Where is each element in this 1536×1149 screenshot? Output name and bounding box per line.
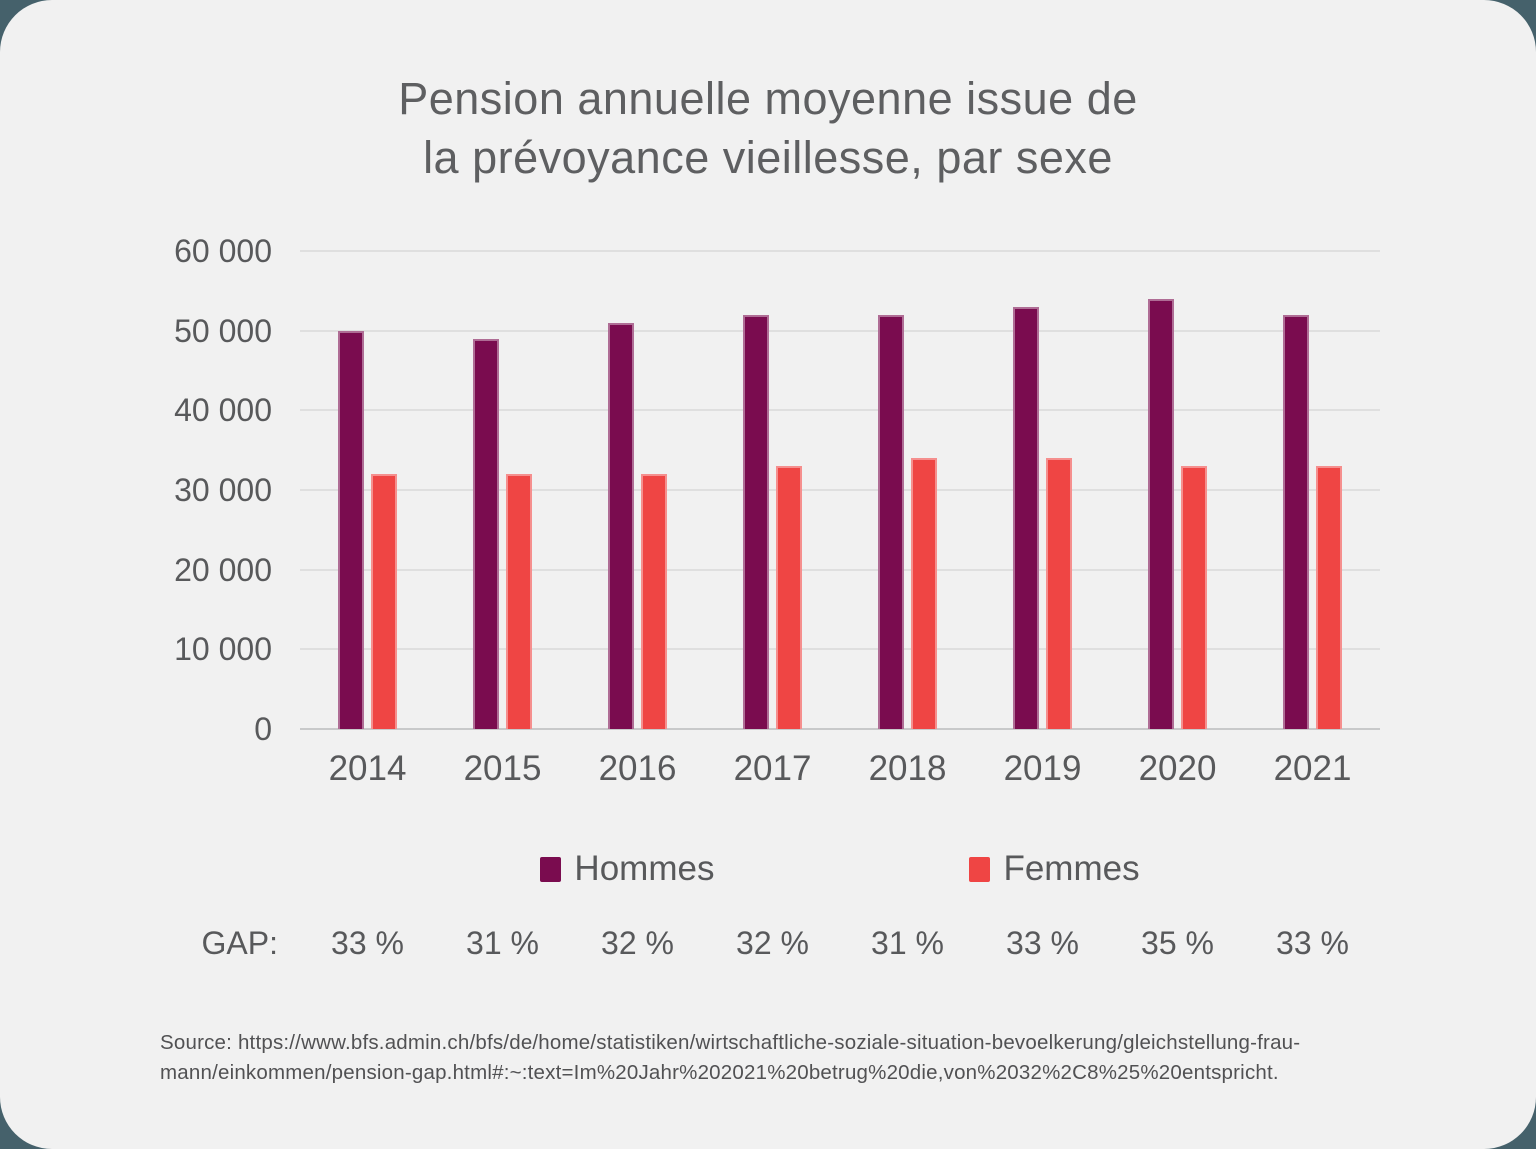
gridline-30000 (300, 489, 1380, 491)
gap-value-2016: 32 % (601, 925, 674, 961)
x-label-2018: 2018 (868, 749, 947, 788)
legend-item-femmes: Femmes (969, 849, 1140, 889)
y-axis-label-30000: 30 000 (174, 472, 272, 508)
x-label-2015: 2015 (463, 749, 542, 788)
y-axis-label-40000: 40 000 (174, 392, 272, 429)
bar-femmes-2019 (1046, 458, 1072, 729)
gridline-0 (300, 728, 1380, 730)
bar-group-2017 (705, 251, 840, 729)
x-label-2019: 2019 (1003, 749, 1082, 788)
chart-title-line-1: Pension annuelle moyenne issue de (398, 73, 1138, 124)
bar-femmes-2021 (1316, 466, 1342, 729)
gap-row-label: GAP: (201, 925, 278, 961)
bar-femmes-2014 (371, 474, 397, 729)
bar-femmes-2018 (911, 458, 937, 729)
gap-value-2020: 35 % (1141, 925, 1214, 961)
gap-value-2014: 33 % (331, 925, 404, 961)
legend-swatch-femmes (969, 856, 991, 882)
bar-hommes-2018 (878, 314, 904, 729)
gap-value-2019: 33 % (1006, 925, 1079, 961)
bar-femmes-2020 (1181, 466, 1207, 729)
bar-group-2016 (570, 251, 705, 729)
y-axis-label-0: 0 (254, 711, 272, 747)
x-axis-labels: 2014 2015 2016 2017 2018 2019 2020 2021 (300, 749, 1380, 789)
source-line-2: mann/einkommen/pension-gap.html#:~:text=… (160, 1060, 1279, 1084)
legend: Hommes Femmes (300, 849, 1380, 889)
bar-hommes-2021 (1283, 314, 1309, 729)
bar-group-2014 (300, 251, 435, 729)
chart-title-line-2: la prévoyance vieillesse, par sexe (423, 131, 1113, 183)
x-label-2020: 2020 (1138, 749, 1217, 788)
legend-item-hommes: Hommes (540, 849, 714, 889)
bar-hommes-2020 (1148, 298, 1174, 729)
x-label-2014: 2014 (328, 749, 407, 788)
source-note: Source: https://www.bfs.admin.ch/bfs/de/… (160, 1028, 1416, 1088)
gap-row: GAP: 33 % 31 % 32 % 32 % 31 % 33 % 35 % 33 % (202, 925, 1380, 962)
gap-value-2018: 31 % (871, 925, 944, 961)
source-line-1: Source: https://www.bfs.admin.ch/bfs/de/… (160, 1031, 1301, 1054)
gridline-20000 (300, 568, 1380, 571)
y-axis-label-20000: 20 000 (174, 551, 272, 588)
bar-hommes-2016 (608, 322, 634, 729)
bars-row (300, 251, 1380, 729)
x-label-2017: 2017 (733, 749, 812, 788)
gap-value-2017: 32 % (736, 925, 809, 961)
bar-hommes-2015 (473, 338, 499, 729)
gap-value-2015: 31 % (466, 925, 539, 961)
bar-group-2019 (975, 251, 1110, 729)
gridline-60000 (300, 250, 1380, 252)
bar-hommes-2019 (1013, 306, 1039, 729)
y-axis-label-50000: 50 000 (174, 312, 272, 349)
gap-value-2021: 33 % (1276, 925, 1349, 961)
bar-femmes-2015 (506, 474, 532, 729)
gridline-50000 (300, 329, 1380, 332)
bar-group-2020 (1110, 251, 1245, 729)
y-axis-label-60000: 60 000 (174, 233, 272, 269)
bar-hommes-2017 (743, 314, 769, 729)
gridline-10000 (300, 648, 1380, 651)
bar-femmes-2017 (776, 466, 802, 729)
y-axis-label-10000: 10 000 (174, 631, 272, 668)
chart-title: Pension annuelle moyenne issue de la pré… (0, 70, 1536, 187)
legend-swatch-hommes (540, 856, 562, 882)
x-label-2021: 2021 (1273, 749, 1352, 788)
legend-label-femmes: Femmes (1003, 849, 1140, 888)
bar-femmes-2016 (641, 474, 667, 729)
bar-group-2015 (435, 251, 570, 729)
legend-label-hommes: Hommes (574, 849, 715, 888)
plot-area: 0 10 000 20 000 30 000 40 000 50 000 60 000 (174, 235, 1380, 745)
gridline-40000 (300, 409, 1380, 412)
bar-group-2018 (840, 251, 975, 729)
bar-group-2021 (1245, 251, 1380, 729)
x-label-2016: 2016 (598, 749, 677, 788)
bar-hommes-2014 (338, 330, 364, 729)
